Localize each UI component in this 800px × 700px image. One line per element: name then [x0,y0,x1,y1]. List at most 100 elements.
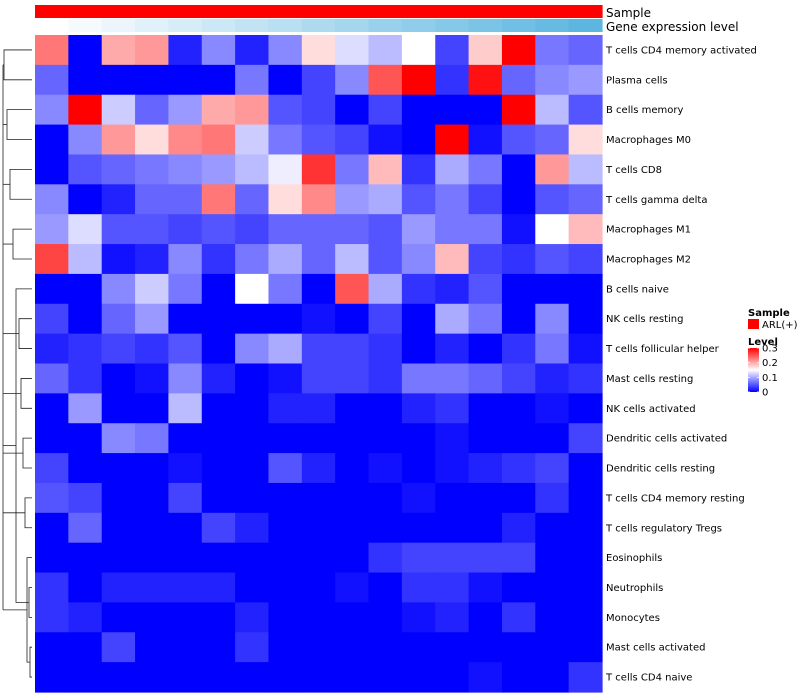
heatmap-cell [168,124,203,156]
heatmap-cell [201,184,236,215]
heatmap-cell [235,602,270,633]
heatmap-cell [135,273,170,305]
heatmap-cell [435,542,470,574]
heatmap-cell [168,542,203,574]
heatmap-cell [568,572,603,604]
heatmap-cell [268,94,303,126]
heatmap-cell [301,542,336,574]
heatmap-cell [468,482,503,514]
annotation-sample-cell [435,5,470,18]
heatmap-cell [101,542,136,574]
dendrogram-branch [24,497,32,529]
heatmap-cell [135,333,170,365]
heatmap-cell [68,423,103,454]
heatmap-cell [101,64,136,96]
heatmap-cell [135,184,170,215]
heatmap-cell [201,154,236,185]
heatmap-cell [35,602,69,633]
heatmap-cell [201,214,236,245]
heatmap-cell [235,35,270,66]
heatmap-cell [135,64,170,96]
heatmap-cell [35,393,69,424]
heatmap-cell [101,572,136,604]
row-label: T cells CD8 [605,165,662,176]
heatmap-cell [368,273,403,305]
heatmap-cell [301,94,336,126]
dendrogram-branch [15,288,32,603]
heatmap-cell [201,393,236,424]
heatmap-cell [501,35,536,66]
heatmap-cell [68,572,103,604]
heatmap-cell [435,393,470,424]
heatmap-cell [235,244,270,275]
legend-level-tick-label: 0.3 [762,344,778,355]
heatmap-cell [568,363,603,394]
heatmap-cell [301,572,336,604]
heatmap-cell [468,363,503,394]
heatmap-cell [535,572,570,604]
heatmap-cell [335,453,370,484]
heatmap-cell [568,94,603,126]
heatmap-cell [235,453,270,484]
heatmap-cell [68,453,103,484]
annotation-sample-cell [268,5,303,18]
row-label: Monocytes [606,613,660,624]
annotation-sample-cell [501,5,536,18]
annotation-sample-cell [468,5,503,18]
heatmap-cell [468,64,503,96]
heatmap-cell [335,333,370,365]
heatmap-cell [268,453,303,484]
heatmap-cell [535,453,570,484]
heatmap-cell [335,393,370,424]
heatmap-cell [568,124,603,156]
heatmap-cell [35,244,69,275]
heatmap-cell [168,363,203,394]
heatmap-cell [568,214,603,245]
heatmap-cell [68,333,103,365]
heatmap-cell [168,602,203,633]
heatmap-cell [335,244,370,275]
annotation-sample-cell [535,5,570,18]
dendrogram-branch [26,557,32,663]
heatmap-cell [368,244,403,275]
heatmap-cell [268,273,303,305]
heatmap-cell [435,184,470,215]
heatmap-cell [101,662,136,693]
heatmap-cell [501,602,536,633]
heatmap-cell [501,94,536,126]
heatmap-cell [301,124,336,156]
heatmap-cell [201,512,236,544]
heatmap-cell [535,423,570,454]
heatmap-cell [568,35,603,66]
heatmap-cell [268,393,303,424]
heatmap-cell [435,94,470,126]
legend-level-gradient [748,348,759,392]
heatmap-cell [368,572,403,604]
heatmap-cell [301,154,336,185]
heatmap-cell [335,662,370,693]
heatmap-cell [568,662,603,693]
heatmap-cell [35,572,69,604]
heatmap-cell [301,602,336,633]
annotation-sample-cell [101,5,136,18]
heatmap-cell [201,64,236,96]
heatmap-cell [335,273,370,305]
heatmap-cell [535,244,570,275]
heatmap-cell [168,632,203,663]
heatmap-cell [101,124,136,156]
heatmap-cell [468,214,503,245]
heatmap-cell [135,602,170,633]
heatmap-cell [301,333,336,365]
heatmap-cell [235,662,270,693]
heatmap-cell [335,184,370,215]
heatmap-cell [135,512,170,544]
row-label: B cells memory [606,105,683,116]
heatmap-cell [68,303,103,335]
heatmap-cell [168,303,203,335]
heatmap-cell [535,393,570,424]
heatmap-cell [235,214,270,245]
heatmap-cell [268,64,303,96]
heatmap-cell [368,64,403,96]
heatmap-cell [501,184,536,215]
